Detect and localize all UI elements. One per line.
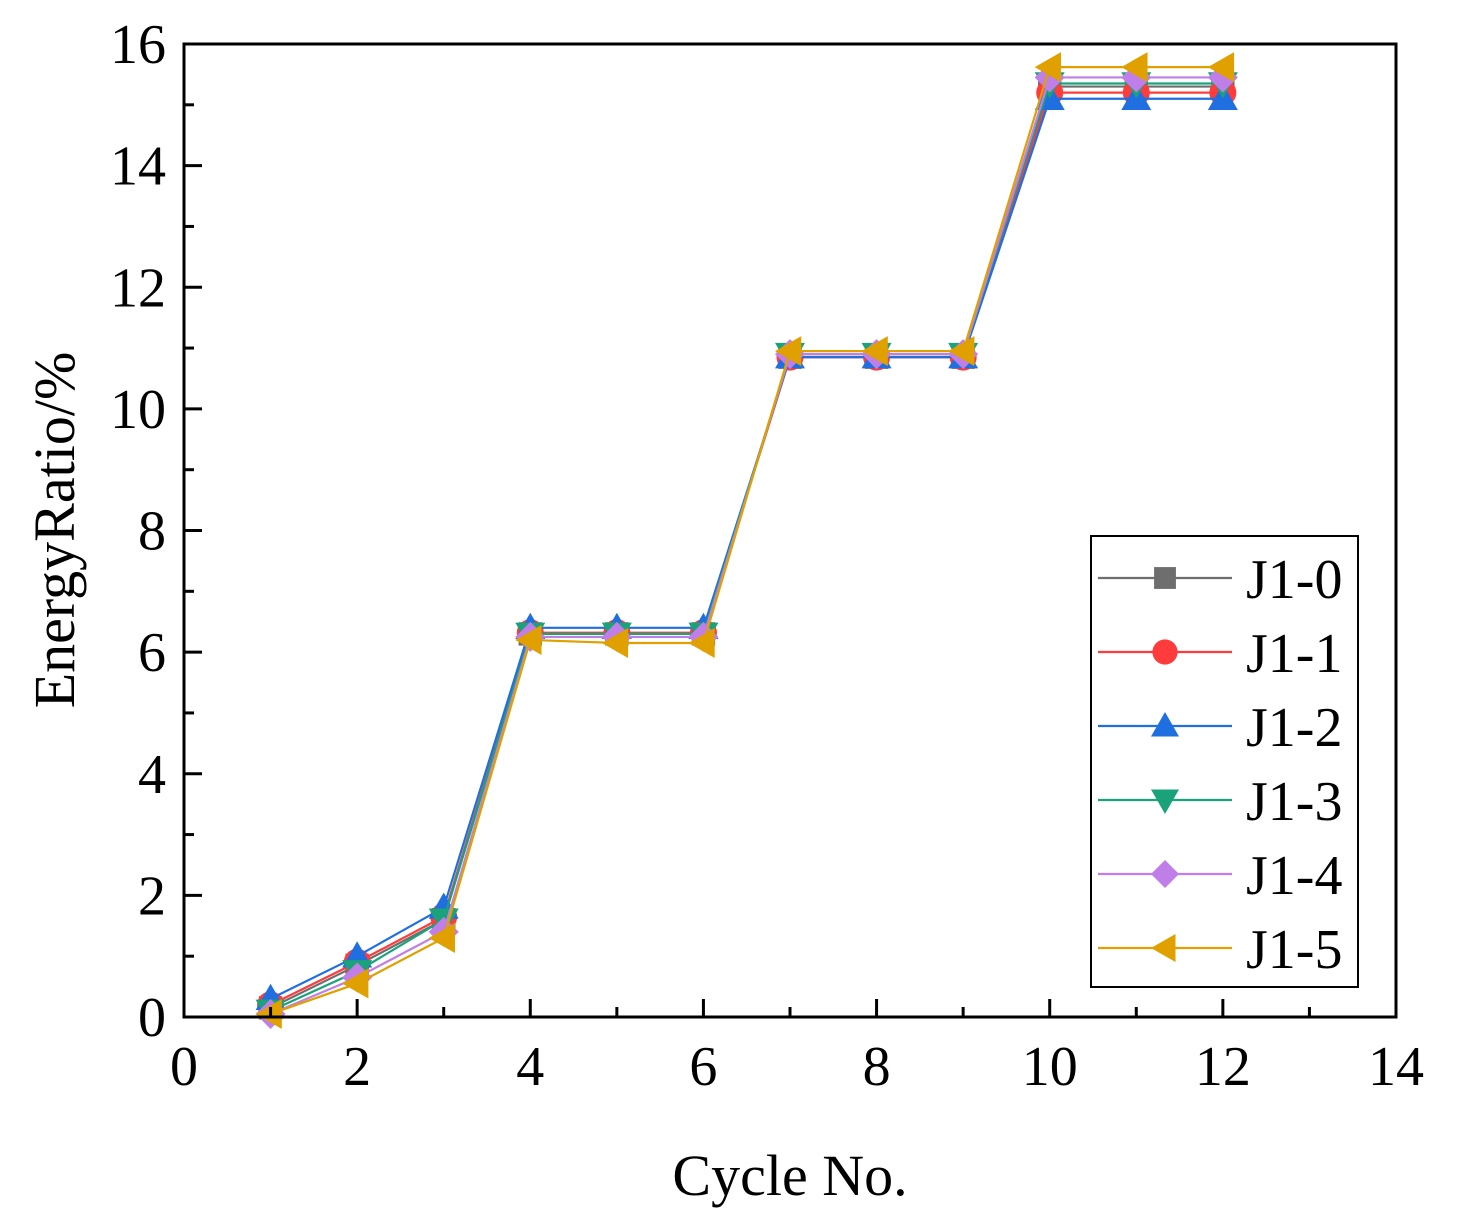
series-layer <box>255 52 1238 1029</box>
legend-item: J1-3 <box>1098 771 1342 833</box>
x-tick-label: 2 <box>343 1036 371 1098</box>
legend-item: J1-2 <box>1098 697 1342 759</box>
data-point <box>861 336 888 367</box>
legend-label: J1-4 <box>1246 845 1342 907</box>
series-J1-0 <box>258 74 1235 1020</box>
x-tick-label: 6 <box>689 1036 717 1098</box>
data-point <box>255 998 282 1029</box>
legend-label: J1-0 <box>1246 549 1342 611</box>
data-point <box>515 624 542 655</box>
legend-marker <box>1151 712 1179 737</box>
x-axis: 0 2 4 6 8 10 12 14 <box>170 999 1424 1098</box>
x-tick-label: 10 <box>1022 1036 1078 1098</box>
series-J1-5 <box>255 52 1235 1029</box>
legend-item: J1-1 <box>1098 623 1342 685</box>
data-point <box>342 968 369 999</box>
series-line <box>270 97 1223 1000</box>
series-line <box>270 85 1223 1009</box>
x-tick-label: 4 <box>516 1036 544 1098</box>
y-tick-label: 16 <box>110 14 166 76</box>
data-point <box>1121 52 1148 83</box>
legend-item: J1-5 <box>1098 919 1342 981</box>
y-axis-label: EnergyRatio/% <box>22 352 87 709</box>
legend-item: J1-0 <box>1098 549 1342 611</box>
series-line <box>270 76 1223 1015</box>
data-point <box>428 922 455 953</box>
y-tick-label: 8 <box>138 501 166 563</box>
legend-label: J1-5 <box>1246 919 1342 981</box>
legend-marker <box>1154 567 1176 589</box>
legend-marker <box>1152 639 1178 665</box>
y-tick-label: 4 <box>138 744 166 806</box>
legend-label: J1-2 <box>1246 697 1342 759</box>
data-point <box>948 336 975 367</box>
x-tick-label: 0 <box>170 1036 198 1098</box>
x-axis-label: Cycle No. <box>672 1143 907 1208</box>
legend-marker <box>1151 860 1179 888</box>
data-point <box>775 336 802 367</box>
y-tick-label: 14 <box>110 136 166 198</box>
legend-marker <box>1151 934 1176 962</box>
data-point <box>601 628 629 659</box>
series-J1-1 <box>257 79 1237 1019</box>
legend-item: J1-4 <box>1098 845 1342 907</box>
x-tick-label: 12 <box>1195 1036 1251 1098</box>
y-tick-label: 6 <box>138 622 166 684</box>
series-line <box>270 91 1223 1006</box>
y-tick-label: 2 <box>138 865 166 927</box>
x-tick-label: 14 <box>1368 1036 1424 1098</box>
x-tick-label: 8 <box>863 1036 891 1098</box>
legend: J1-0 J1-1 J1-2 J1-3 J1-4 J1-5 <box>1090 535 1359 988</box>
y-tick-label: 0 <box>138 987 166 1049</box>
legend-marker <box>1151 789 1179 814</box>
y-axis: 0 2 4 6 8 10 12 14 16 <box>110 14 202 1049</box>
data-point <box>1207 52 1235 83</box>
series-line <box>270 66 1223 1015</box>
legend-label: J1-1 <box>1246 623 1342 685</box>
legend-box <box>1090 535 1359 988</box>
data-point <box>688 628 715 659</box>
data-point <box>1034 52 1061 83</box>
legend-label: J1-3 <box>1246 771 1342 833</box>
series-line <box>270 82 1223 1012</box>
y-tick-label: 10 <box>110 379 166 441</box>
y-tick-label: 12 <box>110 257 166 319</box>
